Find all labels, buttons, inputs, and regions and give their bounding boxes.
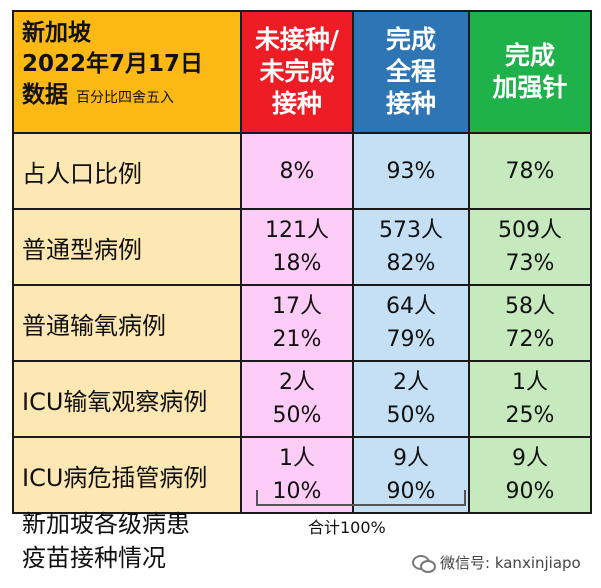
vaccination-table: 新加坡 2022年7月17日 数据 百分比四舍五入 未接种/ 未完成 接种 完成 … (12, 10, 592, 514)
cell-full: 64人 79% (352, 284, 470, 362)
table-row: 普通输氧病例 17人 21% 64人 79% 58人 72% (12, 284, 592, 362)
total-note: 合计100% (308, 518, 386, 537)
table-row: ICU输氧观察病例 2人 50% 2人 50% 1人 25% (12, 360, 592, 438)
row-label: 占人口比例 (12, 132, 242, 210)
wechat-icon (412, 554, 436, 573)
table-row: ICU病危插管病例 1人 10% 9人 90% 9人 90% (12, 436, 592, 514)
row-label: 普通输氧病例 (12, 284, 242, 362)
cell-count: 9人 (512, 446, 548, 471)
cell-percent: 73% (505, 251, 555, 276)
header-booster: 完成 加强针 (468, 10, 592, 134)
header-text: 加强针 (492, 73, 568, 102)
row-label: ICU病危插管病例 (12, 436, 242, 514)
cell-percent: 25% (505, 403, 555, 428)
cell-count: 1人 (512, 370, 548, 395)
cell-count: 121人 (265, 218, 329, 243)
cell-count: 1人 (279, 446, 315, 471)
cell-booster: 9人 90% (468, 436, 592, 514)
cell-percent: 90% (505, 479, 555, 504)
cell-percent: 90% (386, 479, 436, 504)
cell-percent: 18% (272, 251, 322, 276)
cell-count: 64人 (386, 294, 436, 319)
cell-percent: 50% (272, 403, 322, 428)
cell-percent: 79% (386, 327, 436, 352)
cell-count: 17人 (272, 294, 322, 319)
cell-value: 93% (386, 158, 436, 184)
cell-percent: 21% (272, 327, 322, 352)
row-label: ICU输氧观察病例 (12, 360, 242, 438)
cell-percent: 72% (505, 327, 555, 352)
caption-line: 新加坡各级病患 (22, 510, 190, 538)
cell-full: 93% (352, 132, 470, 210)
header-text: 接种 (271, 89, 322, 118)
header-label-line: 数据 百分比四舍五入 (22, 80, 232, 114)
cell-booster: 58人 72% (468, 284, 592, 362)
cell-unvaccinated: 8% (240, 132, 354, 210)
cell-percent: 10% (272, 479, 322, 504)
table-row: 普通型病例 121人 18% 573人 82% 509人 73% (12, 208, 592, 286)
cell-booster: 78% (468, 132, 592, 210)
cell-count: 9人 (393, 446, 429, 471)
cell-percent: 82% (386, 251, 436, 276)
cell-unvaccinated: 121人 18% (240, 208, 354, 286)
cell-percent: 50% (386, 403, 436, 428)
cell-full: 9人 90% (352, 436, 470, 514)
cell-count: 2人 (279, 370, 315, 395)
header-text: 全程 (385, 57, 436, 86)
table-row: 占人口比例 8% 93% 78% (12, 132, 592, 210)
header-text: 未接种/ (254, 25, 340, 54)
header-label-line: 新加坡 (22, 20, 91, 46)
cell-full: 573人 82% (352, 208, 470, 286)
cell-booster: 509人 73% (468, 208, 592, 286)
header-label-line: 2022年7月17日 (22, 51, 204, 77)
wechat-text: 微信号: kanxinjiapo (440, 554, 581, 572)
cell-unvaccinated: 17人 21% (240, 284, 354, 362)
cell-unvaccinated: 2人 50% (240, 360, 354, 438)
cell-unvaccinated: 1人 10% (240, 436, 354, 514)
header-full: 完成 全程 接种 (352, 10, 470, 134)
cell-count: 58人 (505, 294, 555, 319)
row-label: 普通型病例 (12, 208, 242, 286)
caption: 新加坡各级病患 疫苗接种情况 (22, 507, 190, 575)
caption-line: 疫苗接种情况 (22, 544, 166, 572)
header-row: 新加坡 2022年7月17日 数据 百分比四舍五入 未接种/ 未完成 接种 完成 … (12, 10, 592, 134)
header-label-text: 数据 (22, 82, 68, 108)
header-label-cell: 新加坡 2022年7月17日 数据 百分比四舍五入 (12, 10, 242, 134)
wechat-credit: 微信号: kanxinjiapo (412, 552, 581, 573)
cell-booster: 1人 25% (468, 360, 592, 438)
header-text: 完成 (385, 25, 436, 54)
cell-value: 78% (505, 158, 555, 184)
header-text: 接种 (385, 89, 436, 118)
total-bracket (256, 490, 466, 506)
header-text: 未完成 (259, 57, 335, 86)
cell-count: 509人 (498, 218, 562, 243)
cell-full: 2人 50% (352, 360, 470, 438)
cell-count: 2人 (393, 370, 429, 395)
header-unvaccinated: 未接种/ 未完成 接种 (240, 10, 354, 134)
header-label-note: 百分比四舍五入 (76, 90, 174, 106)
cell-count: 573人 (379, 218, 443, 243)
header-text: 完成 (504, 41, 555, 70)
cell-value: 8% (279, 158, 315, 184)
